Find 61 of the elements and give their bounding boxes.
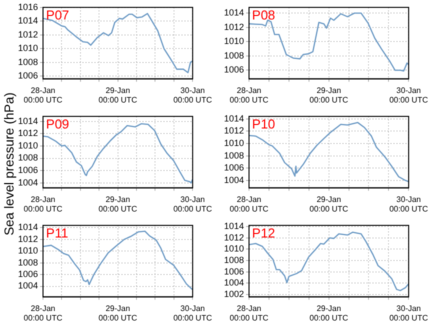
y-axis-title: Sea level pressure (hPa) <box>2 92 16 236</box>
chart-title: P11 <box>46 225 68 240</box>
y-tick-label: 1014 <box>224 113 244 124</box>
y-tick-label: 1014 <box>224 8 244 18</box>
y-tick-label: 1010 <box>224 244 244 254</box>
y-tick-label: 1014 <box>224 221 244 232</box>
y-tick-label: 1004 <box>18 177 38 188</box>
y-tick-label: 1010 <box>224 138 244 148</box>
y-tick-label: 1012 <box>224 232 244 242</box>
x-tick-label: 29-Jan 00:00 UTC <box>98 194 138 214</box>
chart-title: P09 <box>46 116 70 132</box>
x-tick-label: 29-Jan 00:00 UTC <box>98 86 138 104</box>
y-tick-label: 1006 <box>18 70 38 81</box>
y-tick-label: 1008 <box>224 255 244 266</box>
y-tick-label: 1012 <box>18 29 38 40</box>
x-tick-label: 28-Jan 00:00 UTC <box>24 86 63 104</box>
y-tick-label: 1004 <box>224 174 244 185</box>
x-tick-label: 28-Jan 00:00 UTC <box>230 86 269 104</box>
y-tick-label: 1002 <box>224 289 244 300</box>
x-tick-label: 30-Jan 00:00 UTC <box>389 194 428 214</box>
y-tick-label: 1006 <box>224 64 244 75</box>
y-tick-label: 1012 <box>18 234 38 244</box>
y-tick-label: 1008 <box>18 257 38 268</box>
x-tick-label: 30-Jan 00:00 UTC <box>389 86 428 104</box>
x-tick-label: 30-Jan 00:00 UTC <box>173 304 212 322</box>
chart-title: P12 <box>252 225 276 240</box>
x-tick-label: 29-Jan 00:00 UTC <box>309 304 348 322</box>
y-tick-label: 1014 <box>18 222 38 232</box>
y-tick-label: 1012 <box>224 22 244 32</box>
y-tick-label: 1010 <box>18 140 38 150</box>
x-tick-label: 29-Jan 00:00 UTC <box>309 86 348 104</box>
y-tick-label: 1012 <box>224 126 244 136</box>
y-tick-label: 1006 <box>18 165 38 176</box>
y-tick-label: 1012 <box>18 128 38 138</box>
x-tick-label: 28-Jan 00:00 UTC <box>230 304 269 322</box>
x-tick-label: 30-Jan 00:00 UTC <box>389 304 428 322</box>
y-tick-label: 1008 <box>18 56 38 67</box>
x-tick-label: 28-Jan 00:00 UTC <box>24 304 63 322</box>
y-tick-label: 1008 <box>224 50 244 60</box>
y-tick-label: 1010 <box>18 246 38 256</box>
y-tick-label: 1014 <box>18 16 38 26</box>
x-tick-label: 28-Jan 00:00 UTC <box>24 194 63 214</box>
y-tick-label: 1010 <box>18 43 38 54</box>
y-tick-label: 1004 <box>18 280 38 291</box>
y-tick-label: 1014 <box>18 116 38 126</box>
chart-title: P08 <box>252 7 276 22</box>
x-tick-label: 30-Jan 00:00 UTC <box>173 86 212 104</box>
chart-title: P10 <box>252 116 276 132</box>
y-tick-label: 1010 <box>224 36 244 46</box>
y-tick-label: 1016 <box>18 2 38 12</box>
x-tick-label: 29-Jan 00:00 UTC <box>309 194 348 214</box>
chart-title: P07 <box>46 7 70 22</box>
x-tick-label: 29-Jan 00:00 UTC <box>98 304 138 322</box>
y-tick-label: 1004 <box>224 278 244 288</box>
x-tick-label: 28-Jan 00:00 UTC <box>230 194 269 214</box>
y-tick-label: 1008 <box>224 150 244 160</box>
x-tick-label: 30-Jan 00:00 UTC <box>173 194 212 214</box>
y-tick-label: 1006 <box>224 266 244 276</box>
y-tick-label: 1006 <box>224 162 244 173</box>
y-tick-label: 1008 <box>18 152 38 163</box>
y-tick-label: 1006 <box>18 269 38 280</box>
